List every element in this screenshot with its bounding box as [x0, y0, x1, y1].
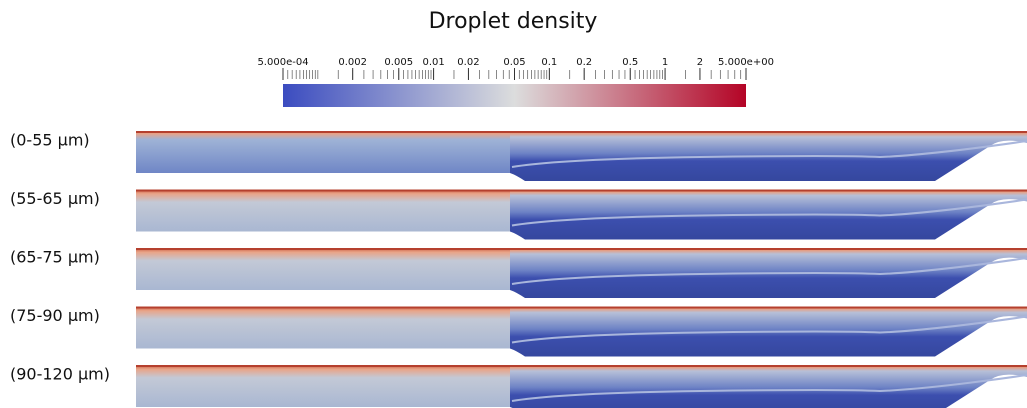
streak	[511, 140, 1027, 168]
streak	[511, 374, 1027, 402]
panels: (0-55 µm) (55-65 µm) (65-75 µm) (75-90 µm) (…	[10, 131, 1027, 408]
panel-label: (75-90 µm)	[10, 306, 100, 325]
panel-label: (0-55 µm)	[10, 131, 90, 150]
tick-label: 0.005	[384, 57, 413, 68]
wall	[136, 306, 1027, 309]
wall	[136, 248, 1027, 250]
streak	[511, 257, 1027, 285]
tick-label: 5.000e+00	[718, 57, 774, 68]
tick-label: 2	[697, 57, 703, 68]
flow-left	[136, 306, 516, 349]
colorbar: 5.000e-04 0.002 0.005 0.01 0.02 0.05 0.1 0.2 0.5…	[257, 57, 774, 107]
flow-left	[136, 365, 516, 407]
flow-left	[136, 248, 516, 290]
tick-label: 1	[662, 57, 668, 68]
streak	[511, 198, 1027, 227]
flow-left	[136, 131, 516, 173]
streak	[511, 315, 1027, 344]
tick-label: 0.05	[503, 57, 525, 68]
tick-label: 0.02	[457, 57, 479, 68]
panel-label: (55-65 µm)	[10, 189, 100, 208]
wall	[136, 131, 1027, 133]
title: Droplet density	[429, 9, 598, 34]
wall	[136, 189, 1027, 192]
flow-right	[510, 365, 1027, 408]
tick-label: 0.5	[622, 57, 638, 68]
wall	[136, 365, 1027, 367]
tick-label: 5.000e-04	[257, 57, 308, 68]
tick-label: 0.2	[576, 57, 592, 68]
tick-label: 0.002	[338, 57, 367, 68]
colorbar-gradient	[283, 84, 746, 107]
flow-left	[136, 189, 516, 232]
panel-label: (65-75 µm)	[10, 248, 100, 267]
tick-label: 0.01	[422, 57, 444, 68]
tick-label: 0.1	[541, 57, 557, 68]
panel-label: (90-120 µm)	[10, 365, 110, 384]
